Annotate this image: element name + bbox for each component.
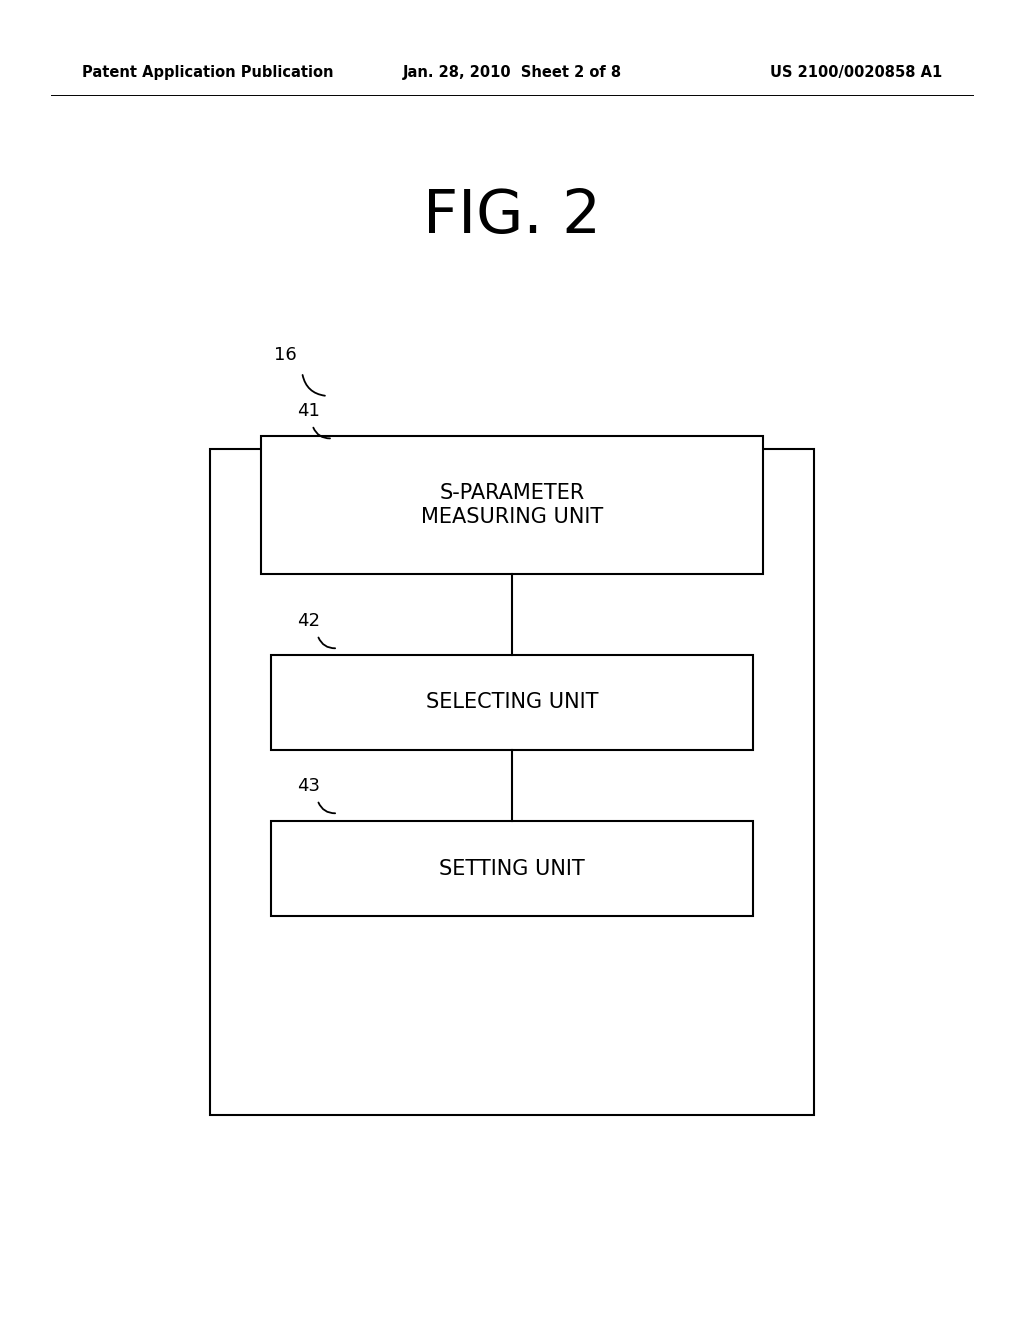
- Bar: [261, 436, 763, 574]
- Text: 41: 41: [297, 401, 319, 420]
- Text: 42: 42: [297, 611, 319, 630]
- Text: SELECTING UNIT: SELECTING UNIT: [426, 692, 598, 713]
- Text: SETTING UNIT: SETTING UNIT: [439, 858, 585, 879]
- Bar: [210, 449, 814, 1115]
- Bar: [271, 655, 753, 750]
- Text: Patent Application Publication: Patent Application Publication: [82, 65, 334, 81]
- Text: Jan. 28, 2010  Sheet 2 of 8: Jan. 28, 2010 Sheet 2 of 8: [402, 65, 622, 81]
- Text: FIG. 2: FIG. 2: [423, 187, 601, 246]
- Text: 43: 43: [297, 776, 319, 795]
- Text: US 2100/0020858 A1: US 2100/0020858 A1: [770, 65, 942, 81]
- Text: 16: 16: [274, 346, 297, 364]
- Bar: [271, 821, 753, 916]
- Text: S-PARAMETER
MEASURING UNIT: S-PARAMETER MEASURING UNIT: [421, 483, 603, 527]
